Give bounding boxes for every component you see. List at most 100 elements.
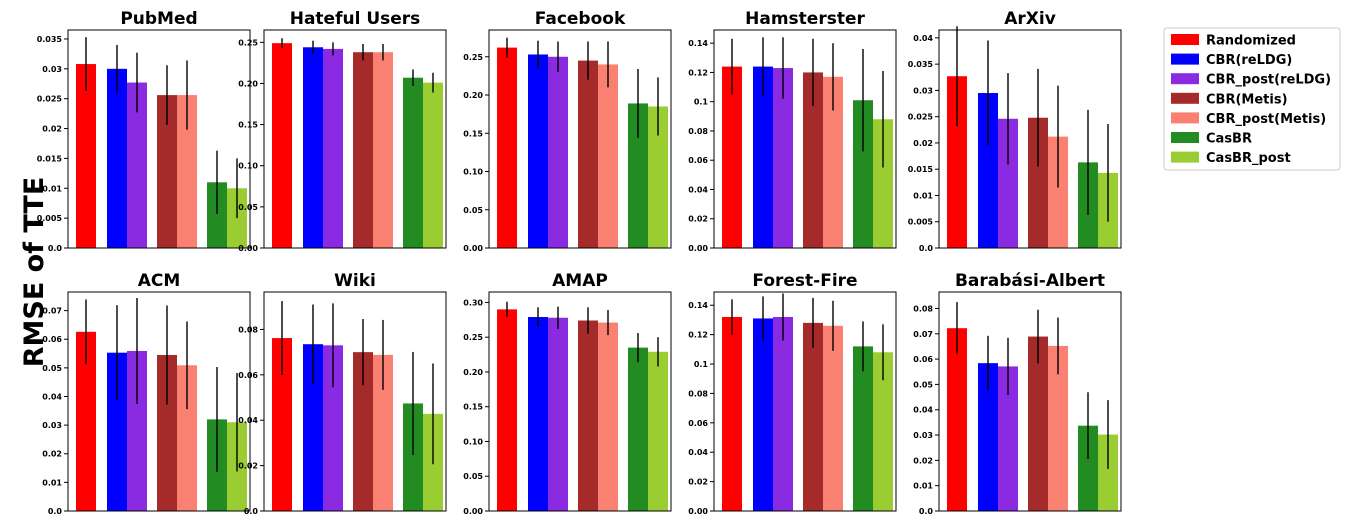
y-tick-label: 0.10 [238, 162, 258, 171]
bar [998, 366, 1018, 511]
legend-label: CBR_post(Metis) [1206, 112, 1326, 127]
bar [873, 352, 893, 511]
bar [177, 365, 197, 511]
panel-title: Hateful Users [290, 9, 421, 29]
panel-title: Wiki [334, 271, 376, 291]
bar [628, 347, 648, 511]
panel-3: 0.00 0.02 0.04 0.06 0.08 0.1 0.12 0.14 Hamsterst… [688, 9, 897, 253]
bar [947, 76, 967, 249]
bar [323, 345, 343, 511]
y-tick-label: 0.15 [463, 403, 483, 412]
bar [353, 352, 373, 511]
axes-frame [713, 291, 897, 512]
bar [548, 317, 568, 511]
chart-legend: Randomized CBR(reLDG) CBR_post(reLDG) CBR(M… [1163, 27, 1341, 171]
bar [528, 317, 548, 511]
bar [753, 318, 773, 511]
bar [1048, 345, 1068, 511]
y-tick-label: 0.025 [908, 113, 934, 122]
legend-label: CasBR_post [1206, 151, 1291, 166]
axes-frame [67, 29, 251, 249]
y-tick-label: 0.035 [37, 35, 63, 44]
y-tick-label: 0.08 [238, 325, 258, 334]
bar [978, 363, 998, 511]
panel-4: 0.0 0.005 0.01 0.015 0.02 0.025 0.03 0.035 0.04 A… [908, 9, 1122, 253]
bar [373, 52, 393, 248]
bar [272, 338, 292, 511]
panel-title: Facebook [535, 9, 626, 29]
axes-frame [488, 29, 672, 249]
panel-title: Barabási-Albert [955, 271, 1105, 291]
y-tick-label: 0.12 [688, 68, 708, 77]
y-tick-label: 0.02 [238, 462, 258, 471]
bar [403, 77, 423, 248]
y-tick-label: 0.015 [908, 165, 934, 174]
y-tick-label: 0.20 [463, 368, 483, 377]
y-tick-label: 0.04 [238, 416, 258, 425]
y-tick-label: 0.14 [688, 39, 708, 48]
y-tick-label: 0.02 [42, 450, 62, 459]
y-tick-label: 0.05 [463, 472, 483, 481]
legend-item: CBR_post(Metis) [1171, 112, 1326, 127]
y-tick-label: 0.14 [688, 301, 708, 310]
y-tick-label: 0.0 [919, 507, 934, 515]
y-tick-label: 0.06 [688, 419, 708, 428]
bar [1028, 117, 1048, 248]
y-tick-label: 0.30 [463, 298, 483, 307]
y-tick-label: 0.015 [37, 154, 63, 163]
y-tick-label: 0.25 [463, 333, 483, 342]
bar [323, 48, 343, 249]
panel-9: 0.0 0.01 0.02 0.03 0.04 0.05 0.06 0.07 0.08 Barab… [913, 271, 1122, 515]
y-tick-label: 0.15 [463, 129, 483, 138]
legend-swatch [1171, 132, 1199, 143]
legend-item: CBR(reLDG) [1171, 53, 1292, 68]
panel-title: Forest-Fire [752, 271, 857, 291]
y-tick-label: 0.06 [42, 335, 62, 344]
y-tick-label: 0.05 [238, 203, 258, 212]
y-tick-label: 0.02 [688, 215, 708, 224]
bar [873, 119, 893, 248]
y-tick-label: 0.07 [42, 307, 62, 316]
bar [127, 82, 147, 249]
bar [107, 352, 127, 511]
axes-frame [67, 291, 251, 512]
axes-frame [938, 29, 1122, 249]
y-tick-label: 0.00 [688, 244, 708, 253]
legend-label: Randomized [1206, 34, 1296, 49]
axes-frame [713, 29, 897, 249]
y-tick-label: 0.25 [238, 38, 258, 47]
bar [528, 54, 548, 249]
y-tick-label: 0.025 [37, 95, 63, 104]
bar [403, 403, 423, 511]
legend-item: CasBR_post [1171, 151, 1291, 166]
bar [373, 354, 393, 511]
bar [76, 331, 96, 511]
y-tick-label: 0.035 [908, 60, 934, 69]
bar [722, 316, 742, 511]
bar [157, 95, 177, 248]
axes-frame [488, 291, 672, 512]
legend-item: CBR_post(reLDG) [1171, 73, 1331, 88]
y-tick-label: 0.06 [238, 371, 258, 380]
bar [823, 325, 843, 511]
y-tick-label: 0.10 [463, 437, 483, 446]
bar [628, 103, 648, 248]
y-tick-label: 0.04 [913, 34, 933, 43]
bar [773, 316, 793, 511]
bar [773, 68, 793, 248]
legend-swatch [1171, 151, 1199, 163]
bar [303, 47, 323, 249]
y-tick-label: 0.05 [42, 364, 62, 373]
legend-item: Randomized [1171, 34, 1296, 49]
y-tick-label: 0.00 [688, 507, 708, 515]
legend-swatch [1171, 73, 1199, 85]
y-tick-label: 0.20 [463, 91, 483, 100]
y-tick-label: 0.005 [908, 218, 934, 227]
y-tick-label: 0.1 [694, 98, 709, 107]
panel-title: AMAP [552, 271, 608, 291]
y-tick-label: 0.02 [913, 139, 933, 148]
panel-title: ACM [138, 271, 181, 291]
bar [578, 60, 598, 248]
y-tick-label: 0.1 [694, 360, 709, 369]
legend-swatch [1171, 112, 1199, 124]
